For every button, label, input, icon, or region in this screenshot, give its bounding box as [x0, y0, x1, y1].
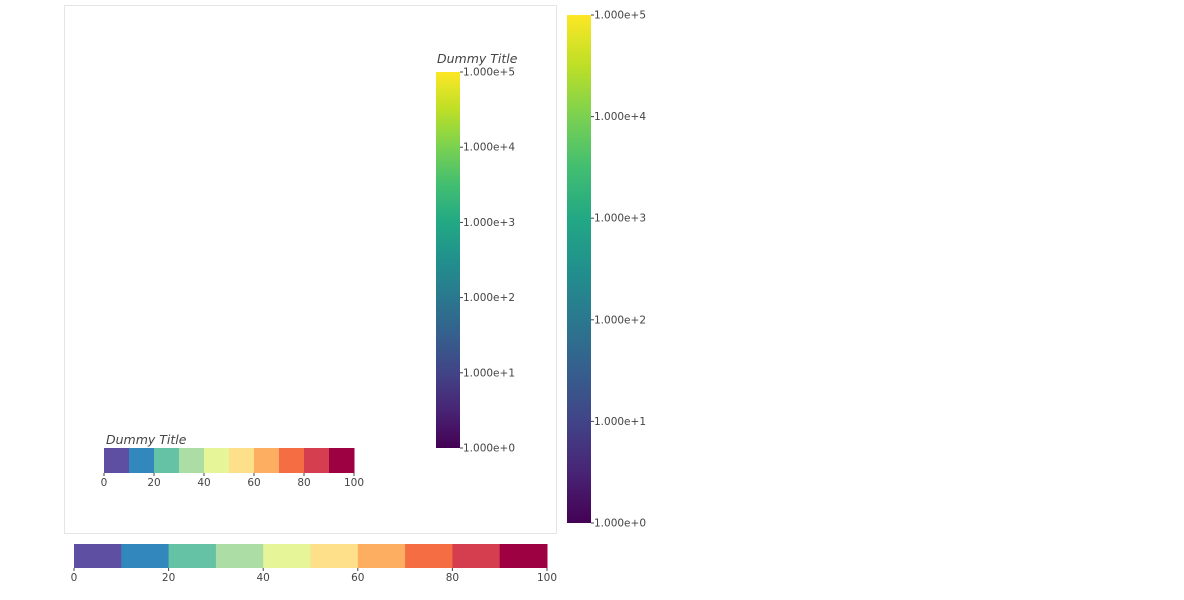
colorbar-swatch [279, 448, 305, 473]
colorbar-swatch [129, 448, 155, 473]
tick-label: 80 [446, 572, 459, 584]
tick-label: 0 [101, 477, 108, 489]
colorbar-gradient-bar [436, 72, 460, 448]
tick-label: 1.000e+3 [463, 217, 515, 229]
colorbar-swatch [499, 544, 548, 568]
colorbar-swatch [74, 544, 122, 568]
tick-label: 80 [297, 477, 310, 489]
colorbar-3: 1.000e+0 1.000e+1 1.000e+2 1.000e+3 1.000e+4… [567, 10, 646, 530]
tick-label: 40 [197, 477, 210, 489]
colorbar-4: 0 20 40 60 80 100 [71, 544, 557, 584]
colorbar-swatch [229, 448, 255, 473]
tick-label: 60 [247, 477, 260, 489]
tick-label: 100 [344, 477, 364, 489]
tick-label: 1.000e+2 [463, 292, 515, 304]
colorbar-swatch [215, 544, 264, 568]
tick-label: 1.000e+0 [594, 518, 646, 530]
colorbar-swatch [179, 448, 205, 473]
colorbar-swatch [452, 544, 501, 568]
colorbar-swatch [405, 544, 453, 568]
plot-frame [64, 5, 557, 534]
tick-label: 1.000e+4 [594, 111, 646, 123]
tick-label: 1.000e+1 [594, 416, 646, 428]
tick-label: 20 [162, 572, 175, 584]
colorbar-swatch [254, 448, 280, 473]
colorbar-swatch [357, 544, 406, 568]
tick-label: 1.000e+5 [463, 67, 515, 79]
colorbar-swatch [263, 544, 311, 568]
colorbar-swatch [104, 448, 130, 473]
colorbar-title: Dummy Title [106, 432, 187, 447]
colorbar-swatch [310, 544, 359, 568]
colorbar-1: Dummy Title 1.000e+0 1.000e+1 1.000e+2 1.000… [436, 51, 518, 455]
colorbar-swatch [329, 448, 355, 473]
colorbar-swatch [204, 448, 230, 473]
colorbar-swatch [168, 544, 217, 568]
tick-label: 1.000e+5 [594, 10, 646, 22]
colorbar-swatch [304, 448, 330, 473]
tick-label: 40 [257, 572, 270, 584]
tick-label: 1.000e+4 [463, 142, 515, 154]
colorbar-swatch [154, 448, 180, 473]
tick-label: 100 [537, 572, 557, 584]
tick-label: 1.000e+0 [463, 443, 515, 455]
colorbar-2: Dummy Title 0 20 40 60 80 100 [101, 432, 364, 489]
tick-label: 20 [147, 477, 160, 489]
tick-label: 1.000e+3 [594, 213, 646, 225]
tick-label: 1.000e+2 [594, 314, 646, 326]
colorbar-title: Dummy Title [437, 51, 518, 66]
tick-label: 60 [351, 572, 364, 584]
colorbars-layer: Dummy Title1.000e+01.000e+11.000e+21.000… [71, 10, 647, 585]
tick-label: 1.000e+1 [463, 367, 515, 379]
colorbar-swatch [121, 544, 170, 568]
tick-label: 0 [71, 572, 78, 584]
colorbar-gradient-bar [567, 15, 591, 523]
